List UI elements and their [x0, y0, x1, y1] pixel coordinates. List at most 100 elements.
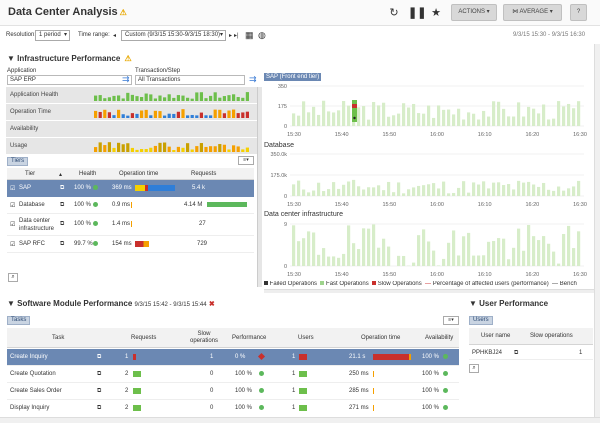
kpi-row-availability[interactable]: Availability — [6, 121, 258, 138]
refresh-icon[interactable]: ↻ — [389, 7, 399, 19]
transaction-field[interactable]: All Transactions — [135, 75, 245, 85]
tiers-tag[interactable]: Tiers — [7, 157, 29, 166]
columns-menu-button[interactable]: ≡▾ — [238, 156, 254, 165]
checkbox-icon[interactable]: ☑ — [10, 222, 16, 228]
col-health[interactable]: Health — [79, 171, 97, 177]
task-row[interactable]: Create Inquiry ⧉ 1 1 0 % 1 21.1 s 100 % — [7, 349, 459, 366]
tier-row[interactable]: ☑ SAP RFC ⧉ 99.7 % 154 ms 729 — [7, 236, 254, 253]
col-performance[interactable]: Performance — [232, 335, 267, 341]
actions-button[interactable]: ACTIONS ▾ — [451, 4, 497, 21]
transaction-link-icon[interactable]: ⇉ — [249, 74, 257, 84]
average-button[interactable]: ⋈ AVERAGE ▾ — [503, 4, 562, 21]
user-search-icon[interactable]: ⌕ — [469, 364, 479, 373]
sparkline-bar — [135, 96, 139, 101]
chart-bar — [337, 188, 341, 196]
link-icon[interactable]: ⇉ — [122, 74, 130, 84]
task-op-time: 285 ms — [349, 388, 369, 394]
col-slow[interactable]: Slow operations — [189, 331, 219, 344]
tier-row[interactable]: ☑ Database ⧉ 100 % 0.9 ms 4.14 M — [7, 197, 254, 214]
close-icon[interactable]: ✖ — [208, 301, 215, 308]
tier-row[interactable]: ☑ SAP ⧉ 100 % 369 ms 5.4 k — [7, 180, 254, 197]
open-icon[interactable]: ⧉ — [60, 202, 65, 208]
chart-bar — [497, 101, 501, 126]
task-row[interactable]: Display Inquiry ⧉ 2 0 100 % 1 271 ms 100… — [7, 400, 459, 415]
chart-bar — [482, 110, 486, 126]
help-button[interactable]: ? — [570, 4, 587, 21]
open-icon[interactable]: ⧉ — [60, 241, 65, 247]
col-users[interactable]: Users — [298, 335, 314, 341]
open-icon[interactable]: ⧉ — [97, 388, 102, 394]
task-row[interactable]: Create Quotation ⧉ 2 0 100 % 1 250 ms 10… — [7, 366, 459, 383]
globe-icon[interactable]: ◍ — [258, 30, 266, 40]
tasks-tag[interactable]: Tasks — [7, 316, 31, 325]
kpi-row-op-time[interactable]: Operation Time — [6, 104, 258, 121]
kpi-row-usage[interactable]: Usage — [6, 138, 258, 155]
dc-chart[interactable]: 9 015:30 15:40 15:50 16:00 16:10 16:20 16:30 — [264, 220, 596, 278]
open-icon[interactable]: ⧉ — [97, 371, 102, 377]
dc-chart-title: Data center infrastructure — [264, 211, 343, 218]
kpi-row-health[interactable]: Application Health — [6, 87, 258, 104]
chart-bar — [562, 106, 566, 126]
page-scrollbar[interactable] — [594, 44, 600, 419]
sparkline-bar — [98, 142, 102, 152]
chart-bar — [322, 191, 326, 196]
task-performance: 100 % — [235, 388, 253, 394]
resolution-select[interactable]: 1 period — [35, 30, 70, 41]
col-requests[interactable]: Requests — [131, 335, 157, 341]
prev-range-icon[interactable]: ◂ — [113, 33, 117, 39]
sort-icon[interactable]: ▴ — [59, 172, 63, 178]
search-icon[interactable]: ⌕ — [8, 273, 18, 282]
chart-bar — [312, 232, 316, 266]
open-icon[interactable]: ⧉ — [60, 185, 65, 191]
chart-bar — [302, 238, 306, 266]
open-icon[interactable]: ⧉ — [97, 354, 102, 360]
open-icon[interactable]: ⧉ — [60, 221, 65, 227]
checkbox-icon[interactable]: ☑ — [10, 203, 16, 209]
col-op-time[interactable]: Operation time — [119, 171, 159, 177]
pause-icon[interactable]: ❚❚ — [408, 7, 427, 19]
col-op-time[interactable]: Operation time — [361, 335, 401, 341]
sap-chart[interactable]: 350 175 015:30 15:40 15:50 16:00 16:10 16:20 16:… — [264, 82, 596, 138]
calendar-icon[interactable]: ▦ — [245, 30, 254, 40]
legend-fast[interactable]: Fast Operations — [320, 281, 369, 287]
star-icon[interactable]: ★ — [431, 7, 441, 19]
chart-bar — [387, 246, 391, 266]
application-field[interactable]: SAP ERP — [7, 75, 132, 85]
horizontal-scrollbar[interactable] — [0, 417, 600, 423]
tasks-columns-menu-button[interactable]: ≡▾ — [443, 316, 459, 325]
open-icon[interactable]: ⧉ — [97, 405, 102, 411]
chart-bar — [392, 192, 396, 196]
tier-row[interactable]: ☑ Data center infrastructure ⧉ 100 % 1.4… — [7, 214, 254, 236]
sparkline-bar — [218, 109, 222, 118]
checkbox-icon[interactable]: ☑ — [10, 242, 16, 248]
task-row[interactable]: Create Sales Order ⧉ 2 0 100 % 1 285 ms … — [7, 383, 459, 400]
task-name: Create Inquiry — [10, 354, 48, 360]
legend-failed[interactable]: Failed Operations — [264, 281, 317, 287]
legend-scrollbar[interactable] — [264, 289, 594, 293]
col-user-slow[interactable]: Slow operations — [530, 333, 573, 339]
last-range-icon[interactable]: ▸| — [234, 33, 239, 39]
legend-slow[interactable]: Slow Operations — [372, 281, 422, 287]
chart-bar — [557, 263, 561, 266]
sparkline-bar — [172, 97, 176, 101]
open-icon[interactable]: ⧉ — [514, 350, 519, 356]
checkbox-icon[interactable]: ☑ — [10, 186, 16, 192]
splitter[interactable] — [257, 87, 262, 287]
col-task[interactable]: Task — [52, 335, 65, 341]
database-chart[interactable]: 350.0k 175.0k 015:30 15:40 15:50 16:00 16:10 16… — [264, 150, 596, 208]
sparkline-bar — [236, 146, 240, 152]
col-availability[interactable]: Availability — [425, 335, 454, 341]
page-title-text: Data Center Analysis — [8, 6, 118, 18]
user-row[interactable]: PPHKBJ24 ⧉ 1 — [469, 346, 593, 360]
col-user-name[interactable]: User name — [481, 333, 511, 339]
time-range-select[interactable]: Custom (9/3/15 15:30-9/3/15 18:30) — [121, 30, 226, 41]
next-range-icon[interactable]: ▸ — [229, 33, 233, 39]
sparkline-bar — [181, 147, 185, 152]
users-tag[interactable]: Users — [469, 316, 493, 325]
col-requests[interactable]: Requests — [191, 171, 217, 177]
legend-bench[interactable]: Bench — [552, 281, 577, 287]
chart-bar — [452, 192, 456, 196]
col-tier[interactable]: Tier — [25, 171, 36, 177]
x-tick-label: 15:40 — [335, 272, 349, 278]
legend-affected[interactable]: Percentage of affected users (performanc… — [425, 281, 549, 287]
